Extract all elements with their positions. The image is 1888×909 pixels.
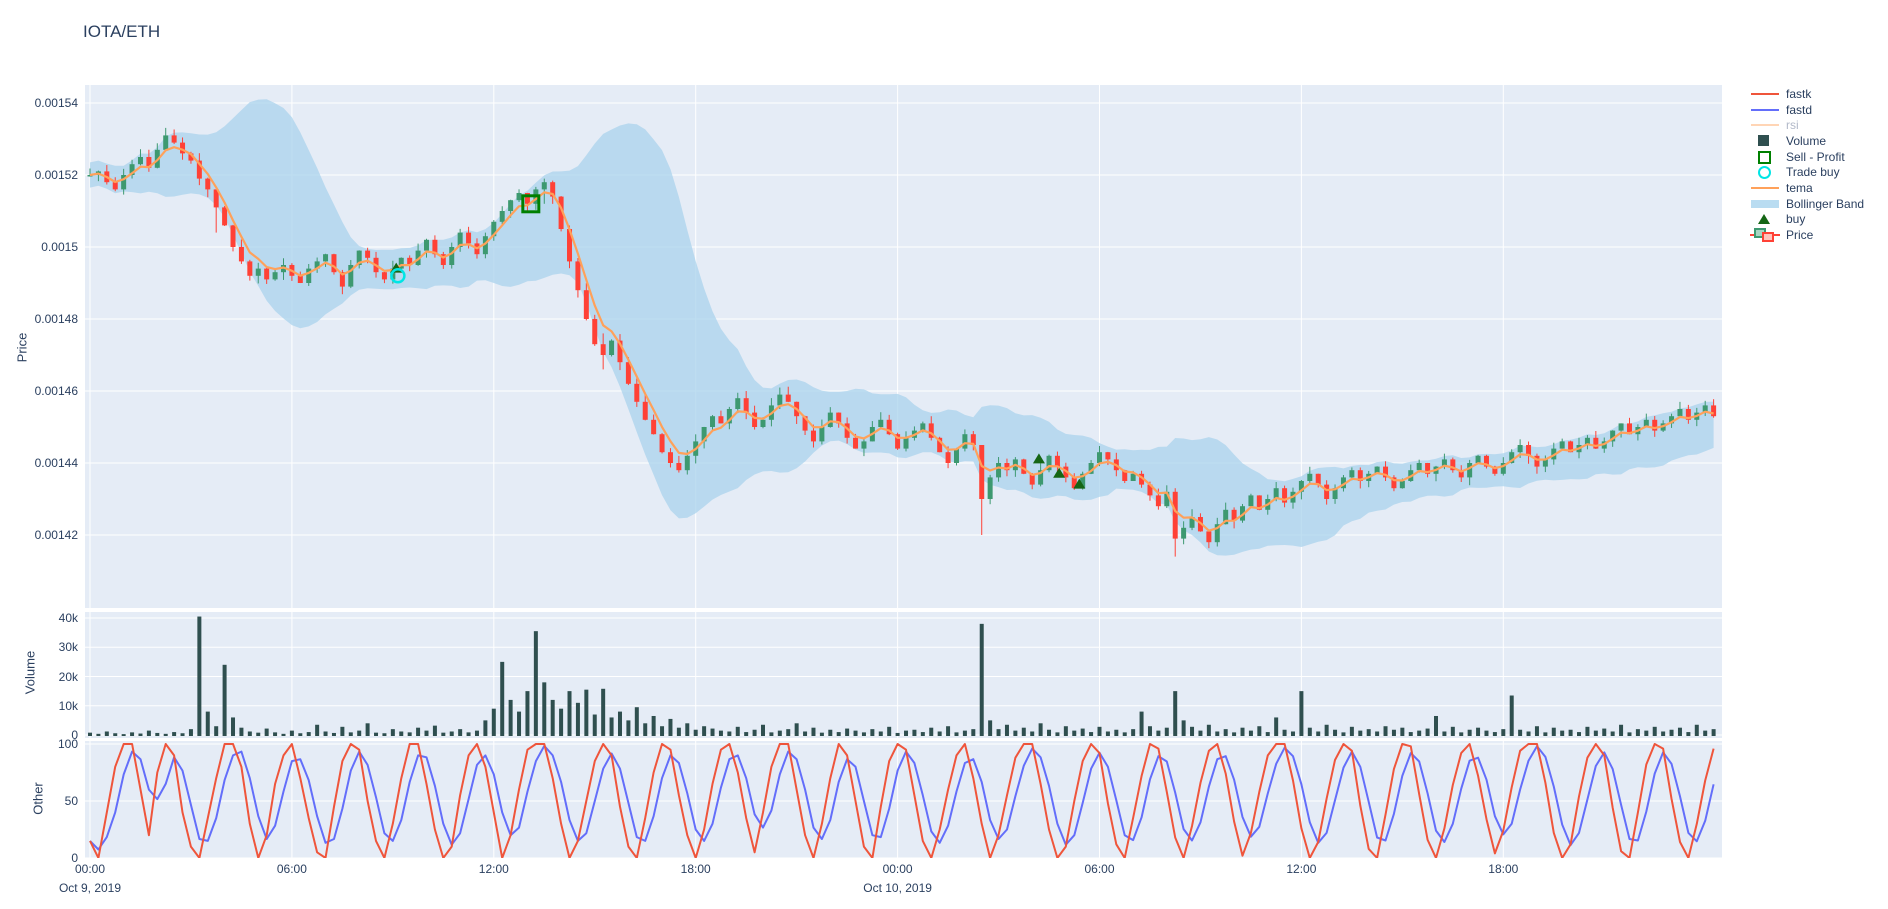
chart-title: IOTA/ETH <box>83 22 161 41</box>
price-candles <box>87 127 1717 557</box>
legend-item-sell-profit[interactable]: Sell - Profit <box>1749 149 1888 165</box>
legend-item-fastk[interactable]: fastk <box>1749 86 1888 102</box>
x-tick: 06:00 <box>1084 862 1115 876</box>
buy-signal-marker <box>1053 467 1066 478</box>
bollinger-band-area <box>90 99 1714 556</box>
legend-item-buy[interactable]: buy <box>1749 212 1888 228</box>
legend-item-tema[interactable]: tema <box>1749 180 1888 196</box>
x-tick: 18:00 <box>680 862 711 876</box>
square-swatch-icon <box>1749 134 1781 148</box>
line-swatch-icon <box>1749 87 1781 101</box>
line-swatch-icon <box>1749 118 1781 132</box>
price-ytick: 0.0015 <box>41 240 78 254</box>
x-tick: 06:00 <box>276 862 307 876</box>
legend-item-price[interactable]: Price <box>1749 227 1888 243</box>
legend-label: Price <box>1786 228 1814 243</box>
legend-item-trade-buy[interactable]: Trade buy <box>1749 164 1888 180</box>
legend-label: rsi <box>1786 118 1799 133</box>
legend-label: Volume <box>1786 133 1827 148</box>
legend-label: fastd <box>1786 102 1813 117</box>
circle-open-swatch-icon <box>1749 165 1781 180</box>
x-tick: 18:00 <box>1488 862 1519 876</box>
legend-item-rsi[interactable]: rsi <box>1749 117 1888 133</box>
sell-profit-marker <box>521 194 541 214</box>
legend-label: buy <box>1786 212 1806 227</box>
x-date-label: Oct 10, 2019 <box>863 881 932 895</box>
price-ytick: 0.00148 <box>34 312 78 326</box>
legend-label: Bollinger Band <box>1786 196 1865 211</box>
oscillator-lines <box>89 743 1715 858</box>
price-ytick: 0.00152 <box>34 168 78 182</box>
fastk-line <box>89 743 1715 858</box>
x-tick: 00:00 <box>882 862 913 876</box>
line-swatch-icon <box>1749 103 1781 117</box>
volume-bars <box>88 616 1716 736</box>
band-swatch-icon <box>1749 197 1781 211</box>
volume-ytick: 20k <box>58 669 78 684</box>
other-ytick: 50 <box>64 794 78 808</box>
volume-ytick: 10k <box>58 698 78 713</box>
price-ytick: 0.00154 <box>34 96 78 110</box>
trade-markers <box>390 194 1086 489</box>
legend: fastk fastd rsi Volume Sell - Profit Trade bu… <box>1749 86 1888 243</box>
legend-item-bollinger-band[interactable]: Bollinger Band <box>1749 196 1888 212</box>
buy-signal-marker <box>1032 453 1045 464</box>
candle-swatch-icon <box>1749 228 1781 243</box>
price-ytick: 0.00142 <box>34 528 78 542</box>
legend-label: Sell - Profit <box>1786 149 1845 164</box>
other-ytick: 0 <box>71 851 78 865</box>
square-open-swatch-icon <box>1749 150 1781 164</box>
x-date-label: Oct 9, 2019 <box>58 881 122 895</box>
tema-line <box>89 146 1714 532</box>
price-panel[interactable] <box>85 85 1722 608</box>
legend-item-fastd[interactable]: fastd <box>1749 102 1888 118</box>
other-ytick: 100 <box>57 737 78 751</box>
trade-buy-marker <box>390 268 406 284</box>
legend-label: tema <box>1786 180 1813 195</box>
volume-ytick: 30k <box>58 640 78 655</box>
legend-label: fastk <box>1786 86 1812 101</box>
buy-signal-marker <box>1073 478 1086 489</box>
legend-item-volume[interactable]: Volume <box>1749 133 1888 149</box>
price-ytick: 0.00146 <box>34 384 78 398</box>
triangle-swatch-icon <box>1749 212 1781 226</box>
volume-panel[interactable] <box>85 612 1722 738</box>
x-tick: 12:00 <box>1286 862 1317 876</box>
line-swatch-icon <box>1749 181 1781 195</box>
x-tick: 12:00 <box>478 862 509 876</box>
price-ytick: 0.00144 <box>34 456 78 470</box>
price-axis-title: Price <box>14 332 30 363</box>
volume-ytick: 0 <box>71 728 78 742</box>
volume-ytick: 40k <box>58 611 78 625</box>
legend-label: Trade buy <box>1786 165 1840 180</box>
x-tick: 00:00 <box>74 862 106 876</box>
